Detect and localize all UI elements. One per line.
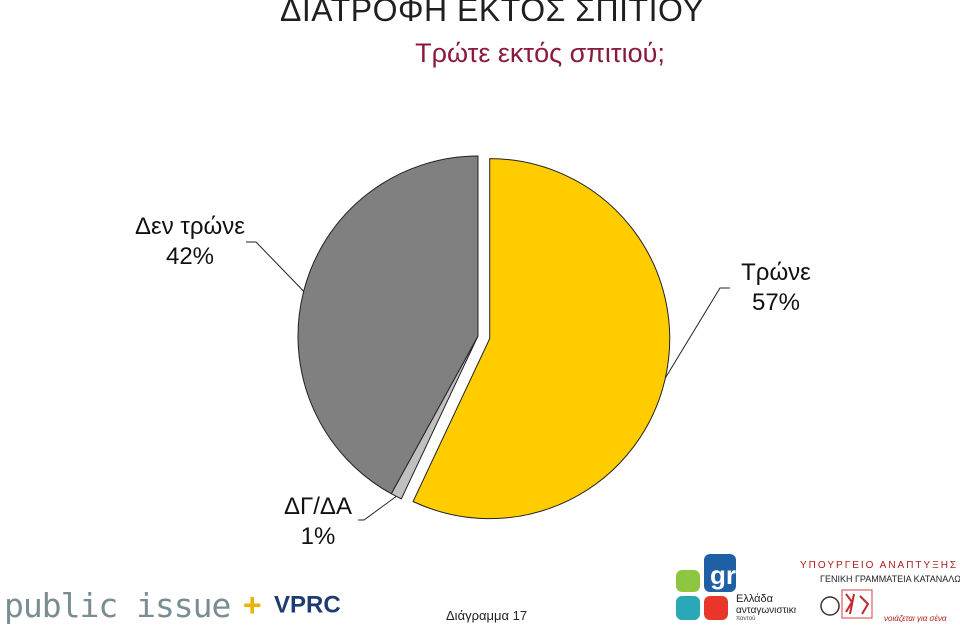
public-issue-wordmark: public issue	[4, 586, 231, 625]
public-issue-vprc-logo: public issue + VPRC	[4, 586, 341, 625]
page-subtitle: Τρώτε εκτός σπιτιού;	[415, 38, 665, 68]
slice-label-dk-name: ΔΓ/ΔΑ	[284, 493, 352, 520]
pie-slice-no-leader-line	[246, 241, 305, 292]
gr-logo-line1: Ελλάδα	[736, 593, 774, 605]
ministry-logo: ΥΠΟΥΡΓΕΙΟ ΑΝΑΠΤΥΞΗΣ ΓΕΝΙΚΗ ΓΡΑΜΜΑΤΕΙΑ ΚΑ…	[796, 558, 960, 624]
gr-logo-teal-square	[676, 596, 700, 620]
slice-label-no: Δεν τρώνε 42%	[120, 212, 260, 272]
page-title: ΔΙΑΤΡΟΦΗ ΕΚΤΟΣ ΣΠΙΤΙΟΥ	[280, 0, 705, 28]
slice-label-dk: ΔΓ/ΔΑ 1%	[258, 492, 378, 552]
plus-icon: +	[242, 587, 262, 623]
greece-competitive-logo: gr Ελλάδα ανταγωνιστική παντού	[674, 548, 804, 626]
slice-label-yes: Τρώνε 57%	[716, 258, 836, 318]
ministry-logo-line2: ΓΕΝΙΚΗ ΓΡΑΜΜΑΤΕΙΑ ΚΑΤΑΝΑΛΩΤΗ	[820, 574, 960, 584]
pie-slice-yes	[412, 158, 671, 520]
pie-slice-dk-leader-line	[358, 495, 397, 521]
gr-logo-green-square	[676, 570, 700, 592]
gr-logo-line3: παντού	[736, 616, 756, 622]
pie-slice-yes-leader-line	[664, 287, 730, 379]
pie-slice-no	[297, 155, 479, 495]
vprc-wordmark: VPRC	[274, 591, 341, 619]
gr-logo-red-square	[704, 596, 728, 620]
ministry-logo-line3: νοιάζεται για σένα	[884, 614, 947, 623]
slice-label-yes-name: Τρώνε	[741, 259, 811, 286]
gr-logo-line2: ανταγωνιστική	[736, 605, 800, 616]
diagram-number: Διάγραμμα 17	[446, 608, 528, 623]
gr-logo-icon: gr	[676, 554, 736, 620]
svg-text:gr: gr	[710, 560, 736, 590]
consumer-figures-icon	[820, 589, 873, 619]
slice-label-no-value: 42%	[165, 243, 215, 270]
slice-label-dk-value: 1%	[300, 523, 336, 550]
slice-label-yes-value: 57%	[751, 289, 801, 316]
slice-label-no-name: Δεν τρώνε	[135, 213, 245, 240]
ministry-logo-line1: ΥΠΟΥΡΓΕΙΟ ΑΝΑΠΤΥΞΗΣ	[800, 560, 959, 571]
gr-logo-blue-square	[704, 554, 736, 592]
